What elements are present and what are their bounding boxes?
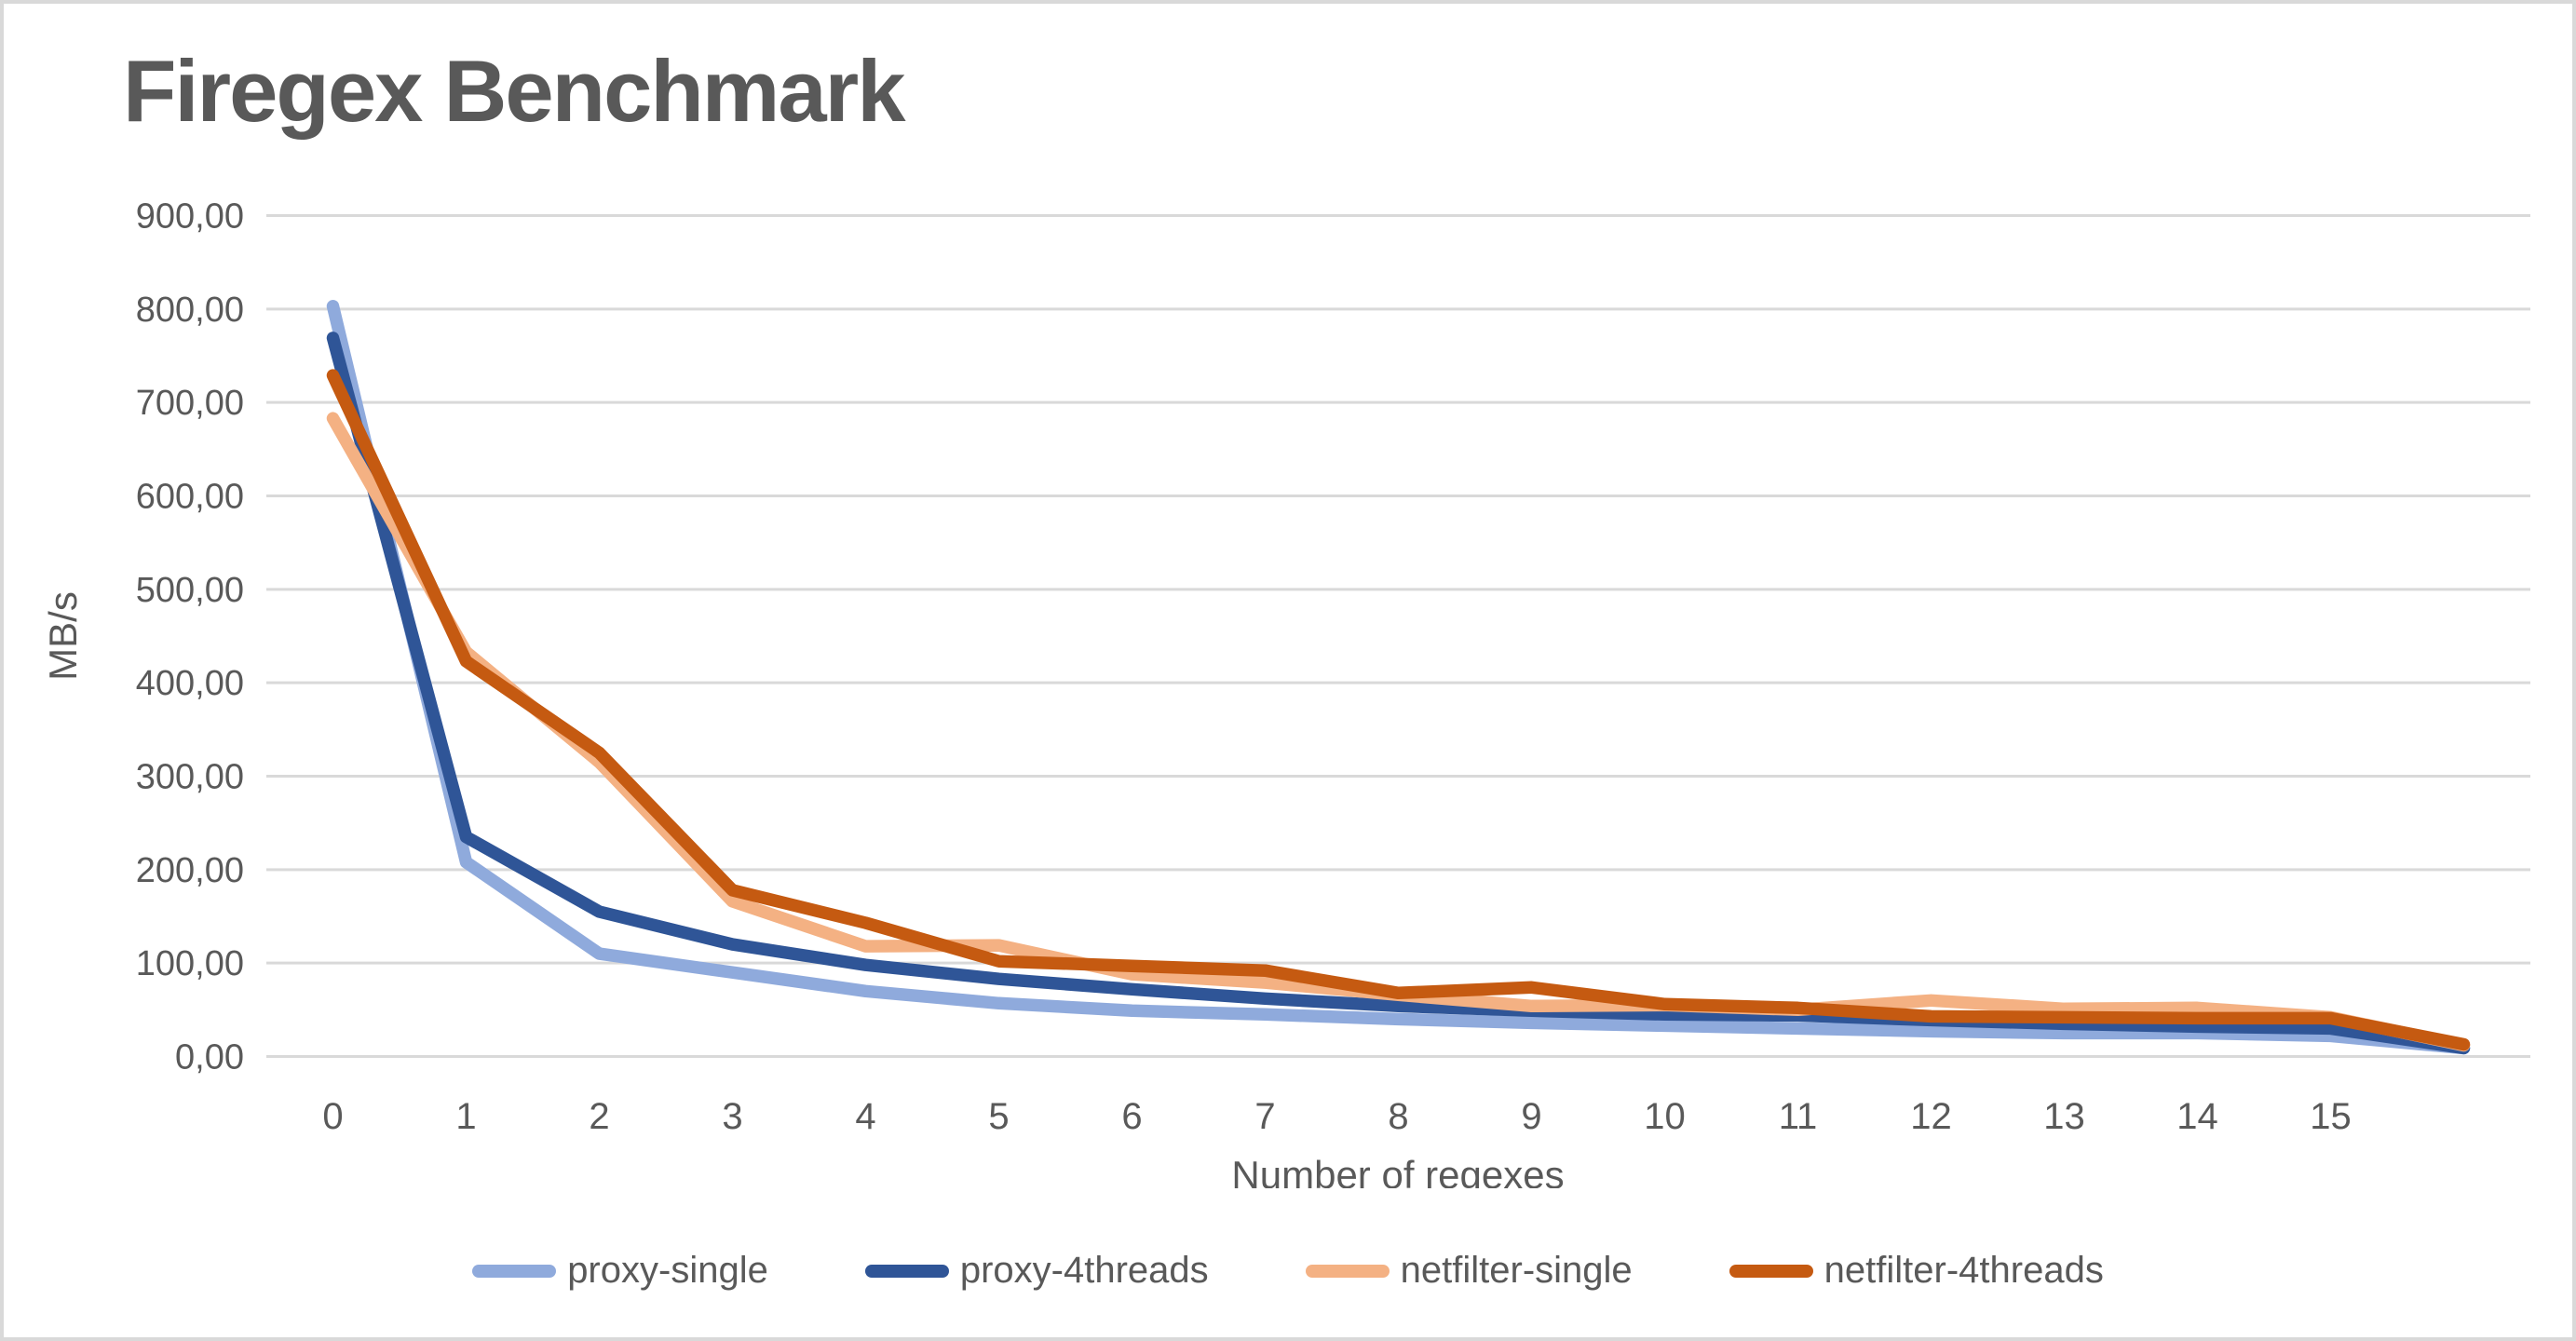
series-line-proxy-4threads: [326, 332, 2471, 1055]
y-tick-label: 100,00: [136, 944, 244, 983]
x-tick-label: 0: [322, 1096, 343, 1137]
y-tick-labels: 0,00 100,00 200,00 300,00 400,00 500,00 600,00…: [136, 197, 244, 1077]
x-tick-label: 7: [1254, 1096, 1275, 1137]
y-tick-label: 600,00: [136, 478, 244, 517]
x-axis-title: Number of regexes: [1231, 1153, 1564, 1188]
legend-swatch-proxy-single: [472, 1264, 557, 1278]
x-tick-label: 6: [1121, 1096, 1142, 1137]
x-tick-label: 2: [589, 1096, 609, 1137]
y-tick-label: 700,00: [136, 384, 244, 423]
y-tick-label: 200,00: [136, 851, 244, 890]
chart-title: Firegex Benchmark: [123, 42, 905, 140]
legend-label: proxy-4threads: [959, 1250, 1209, 1291]
x-tick-label: 10: [1644, 1096, 1686, 1137]
x-tick-label: 13: [2043, 1096, 2085, 1137]
x-tick-labels: 0 1 2 3 4 5 6 7 8 9 10 11 12 13 14 15: [322, 1096, 2351, 1137]
y-tick-label: 400,00: [136, 664, 244, 703]
legend-item-netfilter-4threads: netfilter-4threads: [1729, 1250, 2104, 1292]
legend-item-netfilter-single: netfilter-single: [1305, 1250, 1633, 1292]
legend-swatch-netfilter-4threads: [1729, 1264, 1813, 1278]
series-line-proxy-single: [326, 300, 2471, 1055]
x-tick-label: 8: [1388, 1096, 1408, 1137]
x-tick-label: 15: [2310, 1096, 2352, 1137]
x-tick-label: 3: [722, 1096, 742, 1137]
y-tick-label: 500,00: [136, 571, 244, 610]
legend-item-proxy-single: proxy-single: [472, 1250, 768, 1292]
x-tick-label: 12: [1910, 1096, 1952, 1137]
x-tick-label: 14: [2176, 1096, 2218, 1137]
x-tick-label: 5: [988, 1096, 1009, 1137]
series-line-netfilter-4threads: [326, 369, 2471, 1051]
series-line-netfilter-single: [326, 412, 2471, 1052]
x-tick-label: 1: [455, 1096, 476, 1137]
legend-label: netfilter-single: [1400, 1250, 1633, 1291]
y-tick-label: 900,00: [136, 197, 244, 237]
plot-svg: 0,00 100,00 200,00 300,00 400,00 500,00 600,00…: [41, 197, 2530, 1188]
legend-label: netfilter-4threads: [1824, 1250, 2104, 1291]
y-tick-label: 300,00: [136, 758, 244, 797]
legend-label: proxy-single: [567, 1250, 768, 1291]
gridlines: [266, 214, 2530, 1058]
y-tick-label: 800,00: [136, 291, 244, 330]
legend-swatch-netfilter-single: [1305, 1264, 1390, 1278]
legend-swatch-proxy-4threads: [864, 1264, 949, 1278]
x-tick-label: 9: [1521, 1096, 1541, 1137]
x-tick-label: 11: [1779, 1096, 1818, 1137]
legend: proxy-single proxy-4threads netfilter-sing…: [4, 1250, 2572, 1292]
y-axis-title: MB/s: [41, 591, 85, 681]
x-tick-label: 4: [855, 1096, 875, 1137]
y-tick-label: 0,00: [175, 1038, 244, 1077]
series-lines: [326, 300, 2471, 1055]
legend-item-proxy-4threads: proxy-4threads: [864, 1250, 1209, 1292]
